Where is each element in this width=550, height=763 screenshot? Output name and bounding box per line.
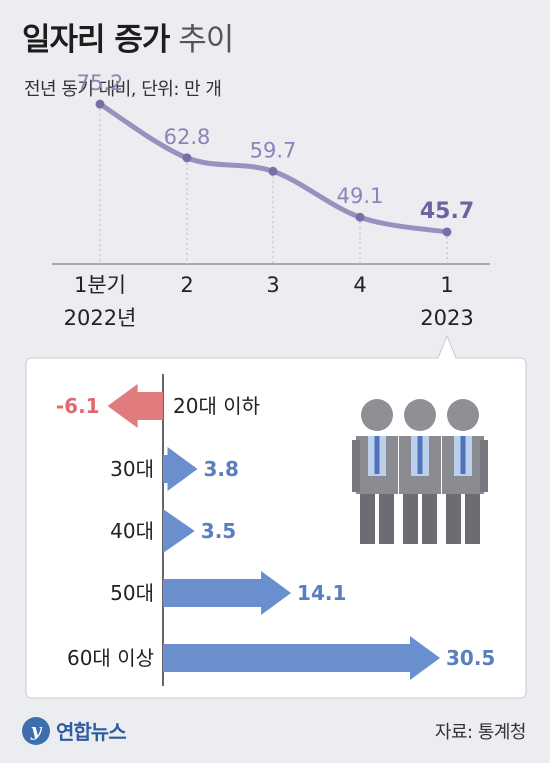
age-panel	[25, 334, 527, 699]
category-label: 60대 이상	[67, 646, 154, 670]
source-note: 자료: 통계청	[434, 722, 527, 743]
person-head	[404, 399, 436, 431]
title-bold: 일자리 증가	[22, 22, 170, 58]
bar-arrow	[163, 509, 195, 553]
year-label: 2022년	[64, 306, 137, 330]
value-label: 3.8	[204, 457, 239, 481]
age-bar-chart: -6.1 20대 이하 3.8 30대 3.5 40대 14.1 50대 30.5 60대 이상	[56, 374, 495, 686]
chart-subtitle: 전년 동기 대비, 단위: 만 개	[24, 79, 222, 100]
data-point	[182, 153, 192, 163]
bar-arrow	[163, 447, 198, 491]
data-label: 59.7	[250, 138, 297, 162]
person-leg	[422, 494, 437, 544]
data-label: 45.7	[420, 199, 474, 224]
person-arm	[480, 440, 488, 492]
yonhap-logo: y 연합뉴스	[22, 716, 127, 745]
bar-arrow	[163, 571, 292, 615]
data-point	[442, 227, 452, 237]
data-point	[268, 166, 278, 176]
value-label: -6.1	[56, 394, 100, 418]
x-tick-label: 2	[180, 273, 193, 297]
line-chart: 75.2 62.8 59.7 49.1 45.7 1분기 2022년 2 3 4 1 2023	[52, 71, 490, 330]
value-label: 14.1	[297, 581, 346, 605]
category-label: 30대	[110, 457, 154, 481]
data-label: 75.2	[77, 71, 124, 95]
person-head	[447, 399, 479, 431]
person-leg	[465, 494, 480, 544]
data-point	[95, 99, 105, 109]
x-tick-label: 3	[266, 273, 279, 297]
person-arm	[352, 440, 360, 492]
person-leg	[360, 494, 375, 544]
age-panel-background	[25, 334, 527, 699]
person-leg	[379, 494, 394, 544]
bar-arrow	[163, 636, 440, 680]
value-label: 3.5	[201, 519, 236, 543]
person-leg	[446, 494, 461, 544]
person-tie	[374, 436, 380, 474]
person-leg	[403, 494, 418, 544]
x-tick-label: 1분기	[74, 273, 126, 297]
chart-title: 일자리 증가 추이	[22, 14, 234, 59]
category-label: 40대	[110, 519, 154, 543]
data-label: 62.8	[164, 125, 211, 149]
x-tick-label: 4	[353, 273, 366, 297]
logo-text: 연합뉴스	[56, 720, 127, 744]
category-label: 20대 이하	[173, 394, 260, 418]
category-label: 50대	[110, 581, 154, 605]
person-head	[361, 399, 393, 431]
value-label: 30.5	[446, 646, 495, 670]
bar-arrow	[107, 384, 163, 428]
data-label: 49.1	[337, 184, 384, 208]
logo-mark-icon: y	[22, 716, 50, 745]
year-label: 2023	[420, 306, 473, 330]
person-tie	[417, 436, 423, 474]
person-tie	[460, 436, 466, 474]
title-light: 추이	[178, 22, 234, 58]
people-icon	[352, 399, 488, 544]
data-point	[355, 212, 365, 222]
x-tick-label: 1	[440, 273, 453, 297]
